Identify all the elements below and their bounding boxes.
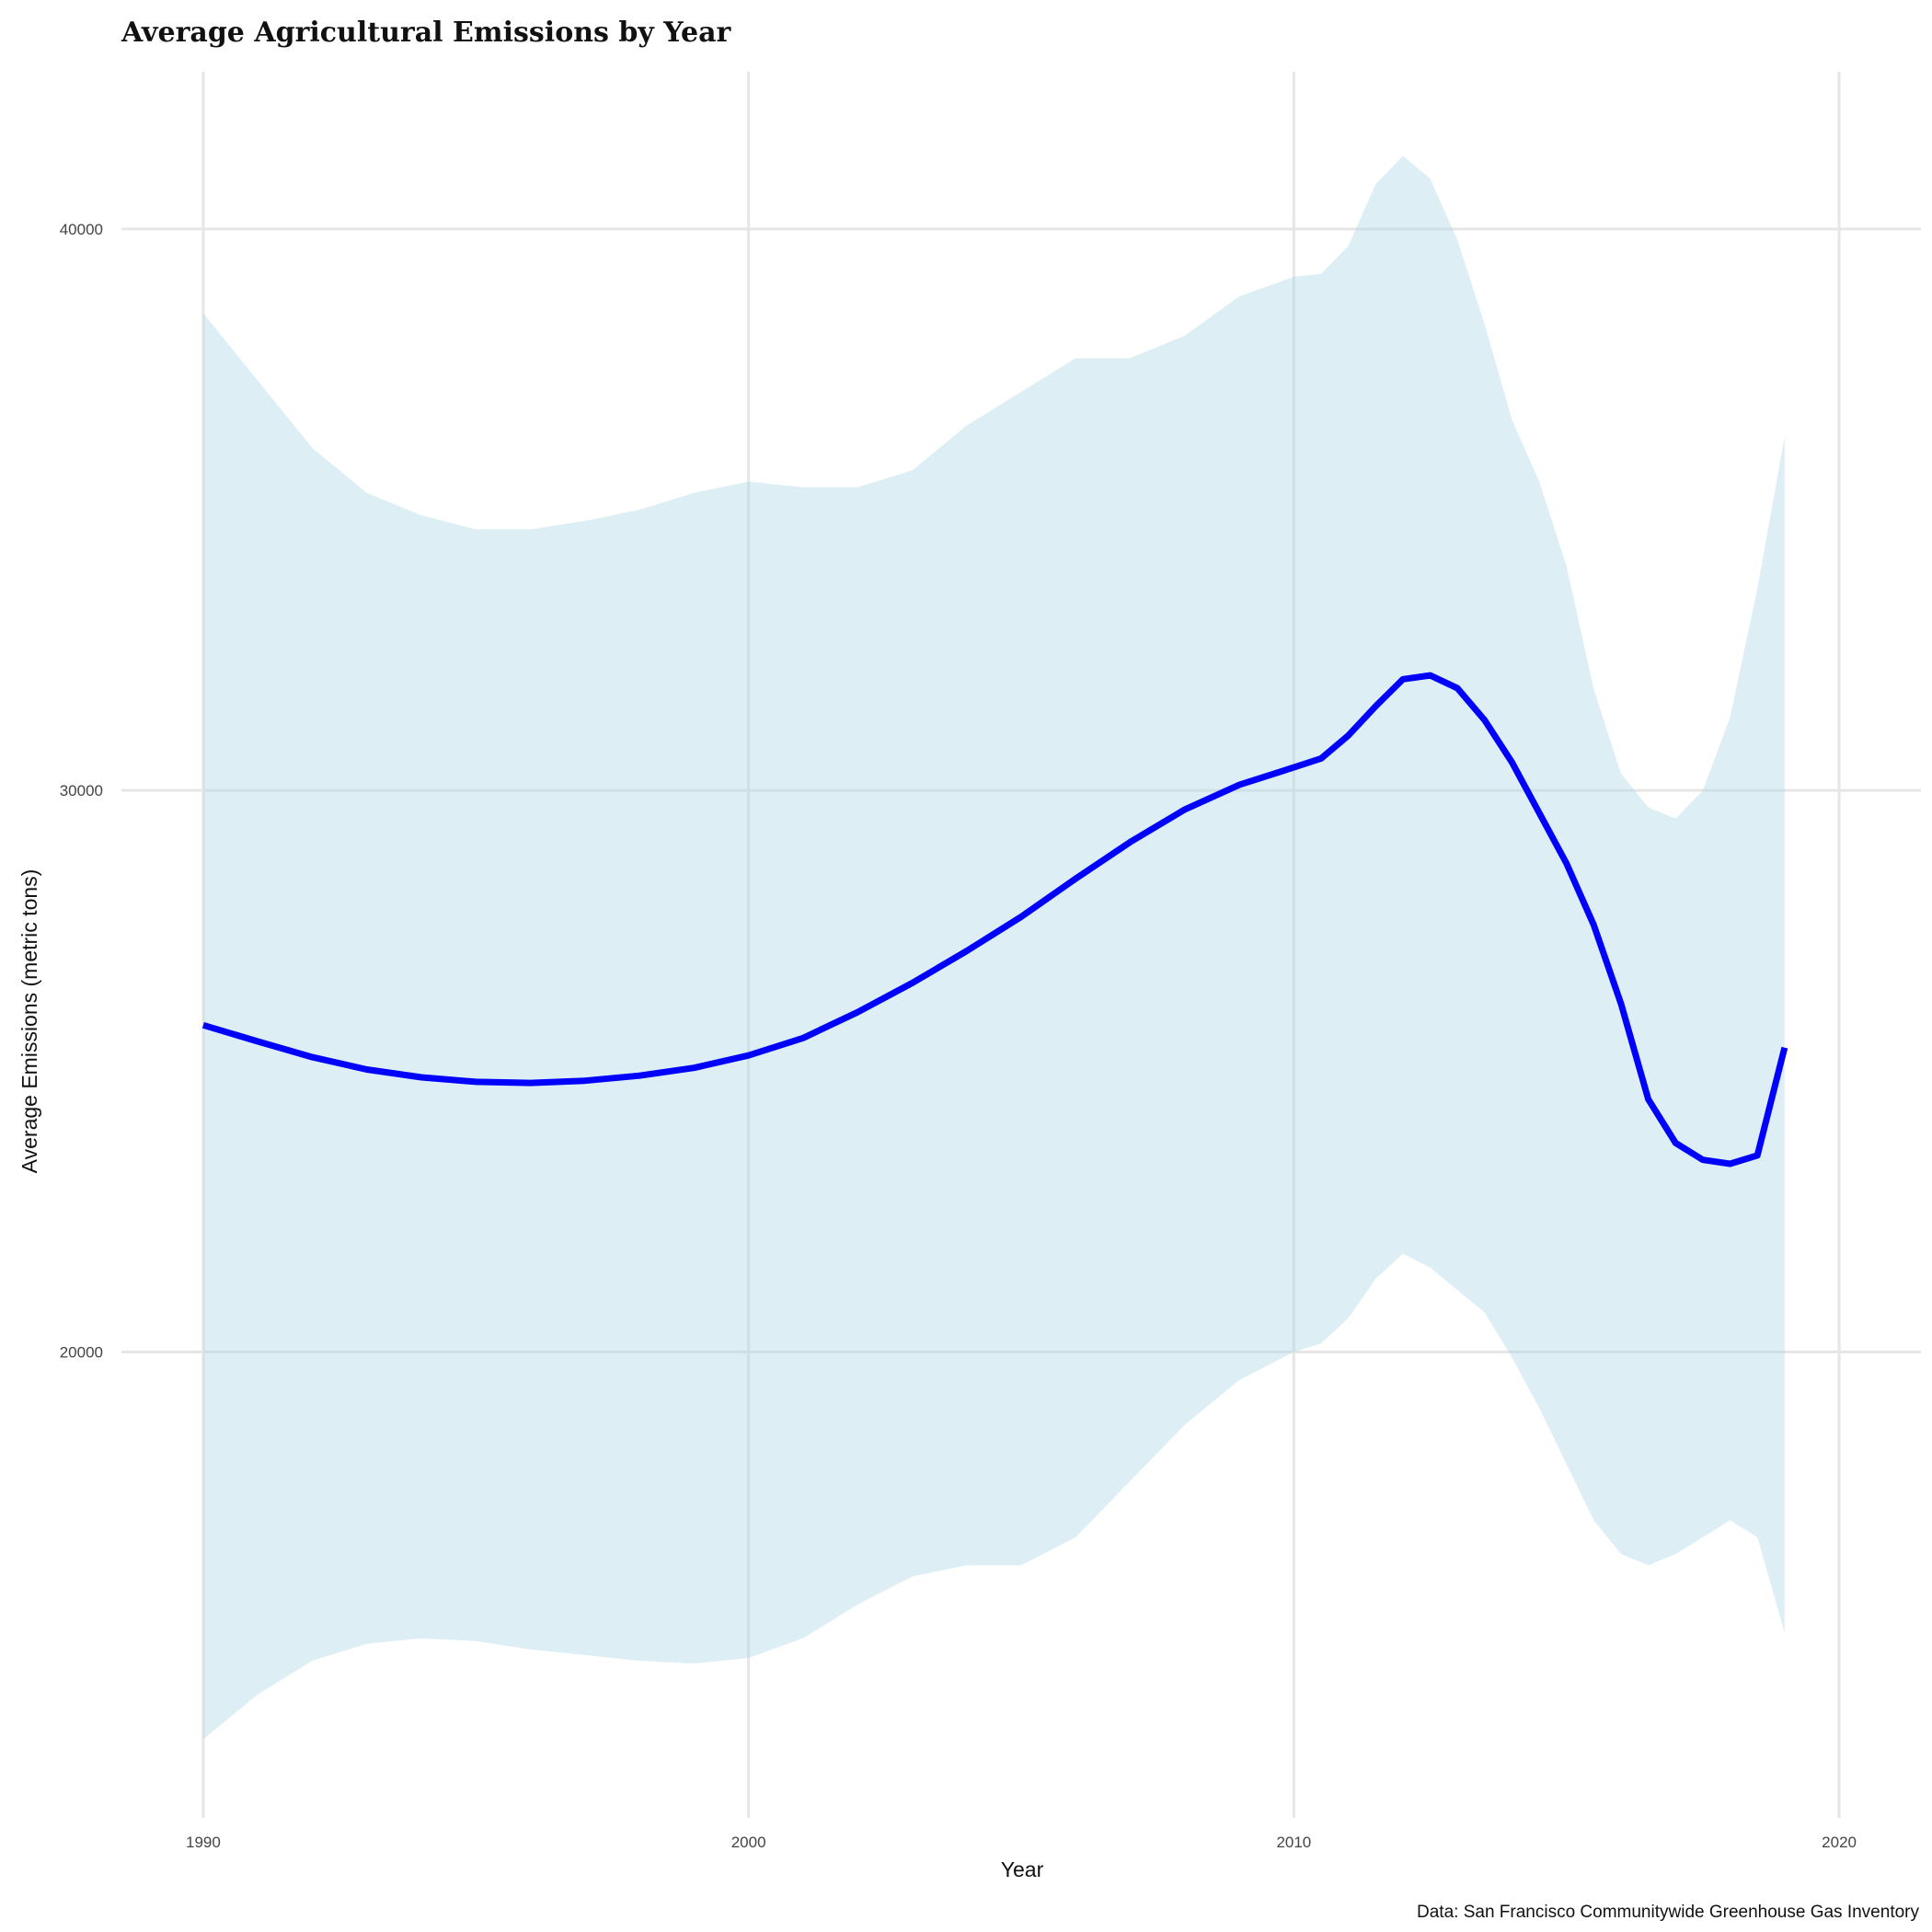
x-tick-label-1990: 1990 — [186, 1834, 221, 1851]
x-tick-label-2010: 2010 — [1276, 1834, 1311, 1851]
confidence-ribbon — [202, 155, 1785, 1740]
gridlines — [121, 72, 1921, 1818]
x-tick-label-2000: 2000 — [731, 1834, 766, 1851]
tick-labels: 1990 2000 2010 2020 20000 30000 40000 — [60, 221, 1857, 1851]
y-tick-label-20000: 20000 — [60, 1343, 103, 1361]
chart-caption: Data: San Francisco Communitywide Greenh… — [1417, 1903, 1919, 1922]
y-axis-label: Average Emissions (metric tons) — [17, 869, 41, 1174]
y-tick-label-30000: 30000 — [60, 782, 103, 799]
trend-line-layer — [201, 672, 1788, 1167]
y-tick-label-40000: 40000 — [60, 221, 103, 238]
x-axis-label: Year — [1001, 1857, 1044, 1881]
x-tick-label-2020: 2020 — [1822, 1834, 1857, 1851]
trend-line — [201, 672, 1788, 1167]
chart-title: Average Agricultural Emissions by Year — [121, 17, 732, 49]
confidence-band — [202, 155, 1785, 1740]
